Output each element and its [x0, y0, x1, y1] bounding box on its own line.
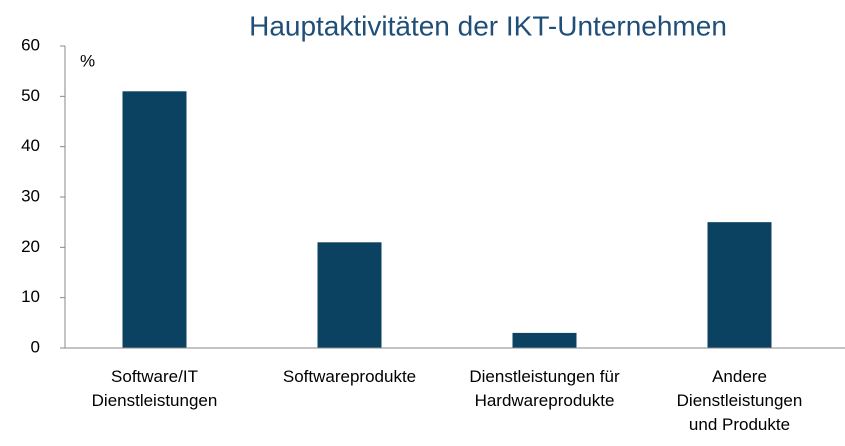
y-tick-label: 50 — [21, 86, 40, 105]
bar — [707, 222, 772, 348]
x-tick-label: Software/IT Dienstleistungen — [91, 367, 218, 410]
bar — [122, 91, 187, 349]
y-axis-label: % — [80, 51, 95, 70]
chart-title: Hauptaktivitäten der IKT-Unternehmen — [249, 10, 727, 41]
y-tick-label: 30 — [21, 186, 40, 205]
bar — [512, 332, 577, 348]
y-tick-label: 0 — [31, 337, 40, 356]
y-tick-label: 10 — [21, 287, 40, 306]
y-tick-label: 60 — [21, 35, 40, 54]
y-tick-label: 40 — [21, 136, 40, 155]
x-tick-label: Andere Dienstleistungen und Produkte — [676, 367, 803, 434]
bar — [317, 242, 382, 348]
y-tick-label: 20 — [21, 237, 40, 256]
x-tick-label: Dienstleistungen für Hardwareprodukte — [469, 367, 620, 410]
x-tick-label: Softwareprodukte — [282, 367, 417, 386]
